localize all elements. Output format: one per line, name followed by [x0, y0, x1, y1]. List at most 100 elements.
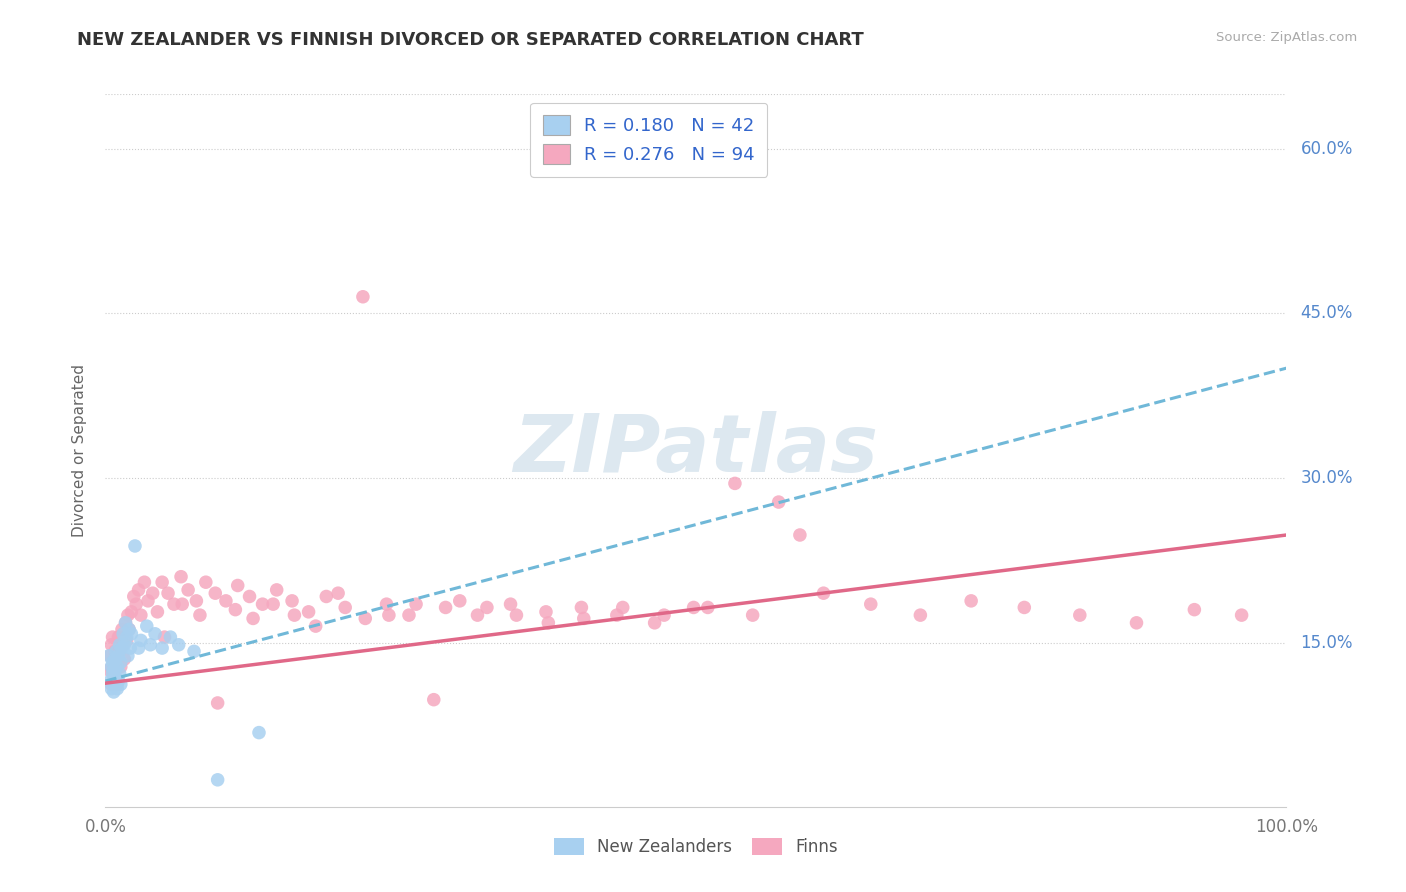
Point [108, 638, 131, 652]
Point [534, 605, 557, 619]
Point [110, 659, 132, 673]
Point [186, 594, 208, 608]
Point [188, 608, 211, 623]
Point [120, 605, 142, 619]
Point [101, 666, 124, 681]
Point [252, 597, 274, 611]
Point [103, 656, 125, 670]
Point [128, 582, 150, 597]
Point [114, 615, 136, 630]
Point [128, 641, 150, 656]
Point [103, 663, 125, 677]
Point [100, 681, 122, 696]
Point [122, 590, 145, 604]
Point [115, 630, 138, 644]
Point [105, 648, 128, 663]
Point [146, 605, 169, 619]
Y-axis label: Divorced or Separated: Divorced or Separated [72, 364, 87, 537]
Point [108, 644, 131, 658]
Point [354, 611, 377, 625]
Point [124, 539, 146, 553]
Point [105, 659, 128, 673]
Point [789, 528, 811, 542]
Point [1014, 600, 1036, 615]
Point [134, 575, 156, 590]
Point [172, 597, 194, 611]
Point [139, 638, 162, 652]
Point [104, 677, 127, 691]
Point [120, 627, 142, 641]
Point [644, 615, 666, 630]
Point [111, 623, 134, 637]
Point [117, 648, 139, 663]
Point [352, 290, 374, 304]
Text: 30.0%: 30.0% [1301, 469, 1353, 487]
Point [125, 597, 148, 611]
Text: Source: ZipAtlas.com: Source: ZipAtlas.com [1216, 31, 1357, 45]
Point [297, 605, 319, 619]
Point [741, 608, 763, 623]
Point [768, 495, 790, 509]
Point [159, 630, 181, 644]
Point [117, 608, 139, 623]
Point [118, 623, 141, 637]
Point [143, 627, 166, 641]
Point [135, 619, 157, 633]
Point [104, 652, 127, 666]
Point [537, 615, 560, 630]
Point [103, 685, 125, 699]
Point [326, 586, 349, 600]
Point [1069, 608, 1091, 623]
Point [105, 659, 128, 673]
Point [115, 633, 138, 648]
Point [150, 641, 173, 656]
Point [129, 608, 152, 623]
Point [103, 671, 125, 685]
Point [1230, 608, 1253, 623]
Point [107, 648, 129, 663]
Point [150, 575, 173, 590]
Point [108, 666, 131, 681]
Point [505, 608, 527, 623]
Point [813, 586, 835, 600]
Point [467, 608, 489, 623]
Point [100, 677, 122, 691]
Point [112, 627, 135, 641]
Point [960, 594, 983, 608]
Point [378, 608, 401, 623]
Point [101, 630, 124, 644]
Point [107, 630, 129, 644]
Point [114, 615, 136, 630]
Point [724, 476, 747, 491]
Text: NEW ZEALANDER VS FINNISH DIVORCED OR SEPARATED CORRELATION CHART: NEW ZEALANDER VS FINNISH DIVORCED OR SEP… [77, 31, 865, 49]
Point [315, 590, 337, 604]
Point [405, 597, 427, 611]
Point [283, 608, 305, 623]
Point [183, 644, 205, 658]
Point [247, 725, 270, 739]
Point [215, 594, 238, 608]
Point [136, 594, 159, 608]
Point [242, 611, 264, 625]
Point [859, 597, 882, 611]
Point [112, 638, 135, 652]
Text: 15.0%: 15.0% [1301, 633, 1353, 651]
Point [100, 659, 122, 673]
Point [652, 608, 675, 623]
Point [398, 608, 420, 623]
Point [142, 586, 165, 600]
Point [105, 644, 128, 658]
Point [281, 594, 304, 608]
Point [499, 597, 522, 611]
Point [157, 586, 180, 600]
Point [98, 673, 121, 688]
Point [696, 600, 718, 615]
Point [111, 641, 134, 656]
Point [101, 656, 124, 670]
Point [226, 578, 249, 592]
Legend: New Zealanders, Finns: New Zealanders, Finns [547, 831, 845, 863]
Point [120, 641, 142, 656]
Point [167, 638, 190, 652]
Point [105, 681, 128, 696]
Point [104, 671, 127, 685]
